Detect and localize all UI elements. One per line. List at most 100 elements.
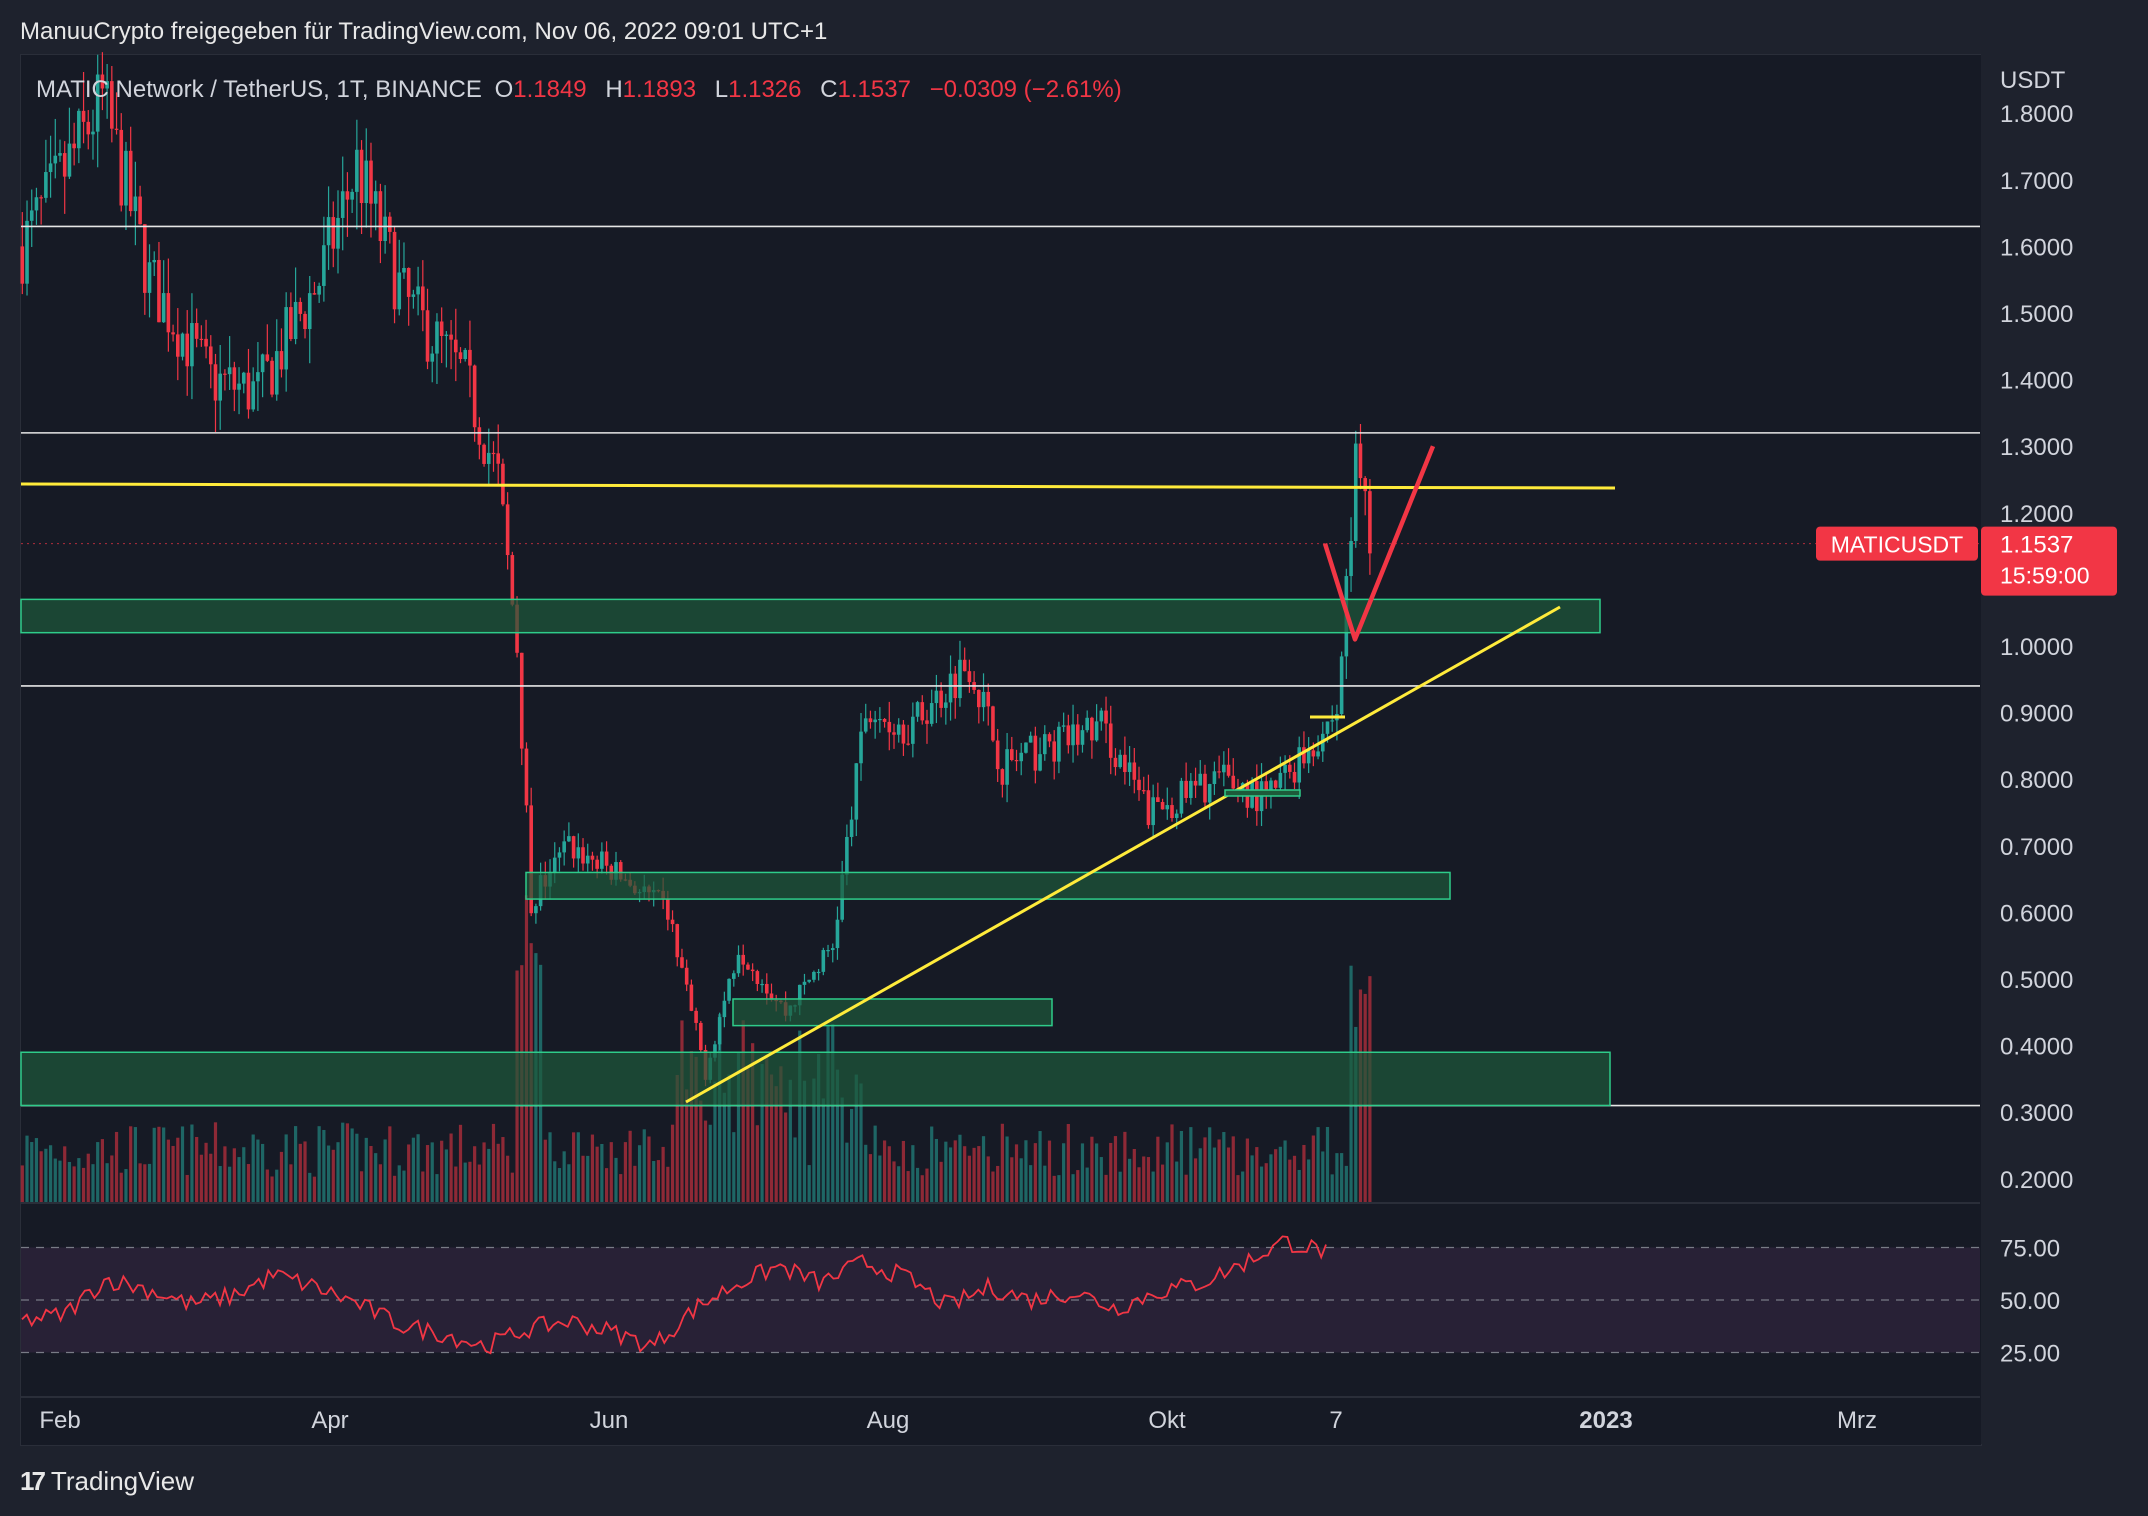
candle-body [29,210,34,221]
volume-bar [732,1132,736,1202]
volume-bar [769,1074,774,1202]
volume-bar [129,1126,133,1202]
volume-bar [784,1112,788,1202]
volume-bar [1113,1136,1118,1202]
candle-body [133,196,138,212]
volume-bar [44,1148,48,1202]
volume-bar [718,1014,722,1202]
volume-bar [421,1171,425,1202]
candle-body [576,847,581,859]
volume-bar [279,1151,284,1202]
candle-body [256,372,260,382]
volume-bar [246,1164,251,1202]
volume-bar [1321,1151,1325,1202]
candle-body [392,231,397,310]
candle-body [185,333,190,367]
price-tick-label: 1.4000 [2000,368,2073,395]
price-tick-label: 0.2000 [2000,1167,2073,1194]
candle-body [1302,747,1306,764]
volume-bar [576,1132,580,1202]
candle-body [1184,780,1188,798]
volume-bar [1095,1143,1099,1202]
candle-body [86,121,91,135]
volume-bar [925,1168,929,1202]
volume-bar [1005,1136,1009,1202]
volume-bar [496,1143,500,1202]
candle-body [223,373,227,375]
volume-bar [1132,1148,1136,1202]
volume-bar [204,1142,208,1202]
volume-bar [34,1138,39,1202]
volume-bar [228,1166,232,1202]
volume-bar [138,1163,142,1202]
last-price-tag [1981,526,2117,596]
symbol-legend[interactable]: MATIC Network / TetherUS, 1T, BINANCE O1… [36,76,1128,104]
volume-bar [1057,1175,1061,1202]
candle-body [1094,721,1099,741]
chart-pane[interactable] [20,54,1982,1446]
price-tick-label: 1.3000 [2000,434,2073,461]
volume-bar [708,1124,712,1202]
volume-bar [317,1126,321,1202]
volume-bar [242,1147,246,1202]
volume-bar [458,1124,463,1202]
candle-body [1132,762,1137,780]
volume-bar [1259,1166,1264,1202]
price-tick-label: 0.7000 [2000,834,2073,861]
volume-bar [666,1166,670,1202]
volume-bar [755,1125,759,1202]
candle-body [25,220,29,284]
volume-bar [1151,1171,1155,1202]
candle-body [684,967,689,985]
volume-bar [350,1128,354,1202]
candle-body [199,338,204,341]
volume-bar [600,1143,604,1202]
volume-bar [510,1172,514,1202]
candle-body [378,191,383,242]
candle-body [81,110,86,122]
volume-bar [751,1043,755,1202]
volume-bar [703,1120,708,1202]
price-tick-label: 0.4000 [2000,1034,2073,1061]
volume-bar [105,1163,109,1202]
volume-bar [619,1174,623,1202]
support-zone [732,998,1053,1027]
candle-body [67,143,72,177]
candle-body [944,702,948,708]
volume-bar [383,1139,387,1202]
candle-body [713,1044,717,1058]
volume-bar [48,1145,53,1202]
time-axis-label: Apr [311,1407,348,1434]
volume-bar [506,1155,510,1202]
volume-bar [213,1122,218,1202]
candle-body [421,286,425,311]
volume-bar [1076,1170,1080,1202]
candle-body [1358,443,1363,479]
price-axis[interactable] [1981,54,2128,1444]
candle-body [237,383,241,390]
volume-bar [774,1086,778,1202]
volume-bar [779,1066,783,1202]
candle-body [312,293,317,295]
volume-bar [845,1142,849,1202]
candle-body [44,172,48,198]
volume-bar [1146,1157,1151,1202]
price-tick-label: 0.8000 [2000,767,2073,794]
volume-bar [604,1168,609,1202]
candle-body [1019,752,1024,762]
volume-bar [25,1135,29,1202]
volume-bar [63,1146,67,1202]
volume-bar [859,1083,863,1202]
volume-bar [463,1162,467,1202]
candle-body [77,110,81,149]
time-axis-label: Aug [867,1407,910,1434]
volume-bar [1080,1143,1085,1202]
tradingview-logo[interactable]: 17 TradingView [20,1466,194,1497]
volume-bar [289,1164,293,1202]
volume-bar [882,1140,887,1202]
candle-body [364,160,369,204]
volume-bar [765,1056,769,1202]
candle-body [345,191,350,200]
candle-body [689,984,694,1011]
